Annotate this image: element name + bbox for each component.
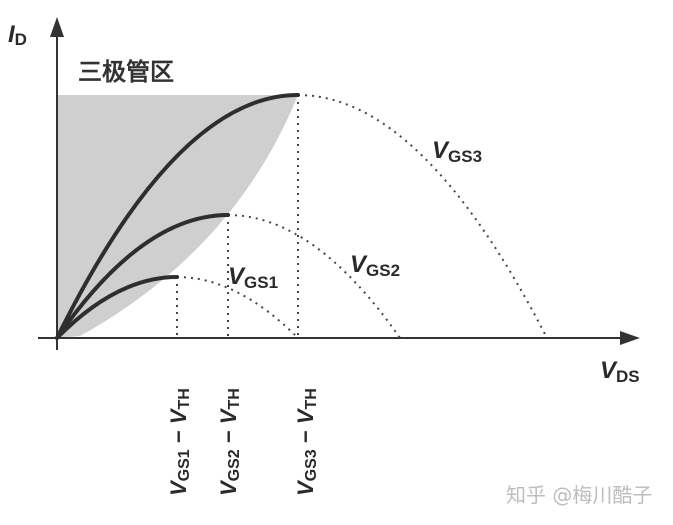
curve-label-vgs3: VGS3 xyxy=(432,137,482,166)
triode-region-shade xyxy=(57,95,298,338)
curve-vgs1-dashed xyxy=(176,276,299,339)
region-label: 三极管区 xyxy=(78,58,174,86)
curve-label-vgs1: VGS1 xyxy=(228,263,278,292)
watermark: 知乎 @梅川酷子 xyxy=(506,483,652,507)
curve-vgs3 xyxy=(55,93,300,340)
x-tick-label-2: VGS2 − VTH xyxy=(216,388,243,496)
y-axis-arrow-icon xyxy=(50,17,64,37)
x-axis-arrow-icon xyxy=(620,331,640,345)
curve-vgs2-dashed xyxy=(227,214,401,339)
y-axis-label: ID xyxy=(8,21,27,49)
x-axis-label: VDS xyxy=(600,357,640,386)
curve-vgs2 xyxy=(55,213,230,340)
curve-label-vgs2: VGS2 xyxy=(350,251,400,280)
curve-vgs1 xyxy=(55,275,179,340)
curve-vgs3-dashed xyxy=(297,94,548,339)
x-tick-label-1: VGS1 − VTH xyxy=(166,388,193,496)
x-tick-label-3: VGS3 − VTH xyxy=(293,388,320,496)
